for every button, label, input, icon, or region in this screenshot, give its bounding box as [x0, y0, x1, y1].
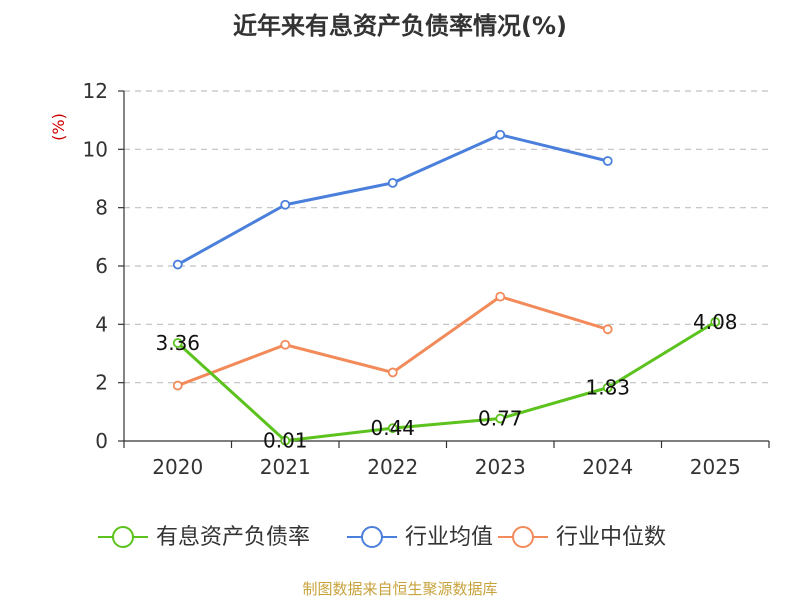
data-point [602, 382, 613, 393]
y-axis-unit: (%) [49, 113, 68, 141]
legend-label: 有息资产负债率 [156, 525, 310, 550]
data-point [602, 324, 613, 335]
legend-label: 行业中位数 [556, 525, 666, 550]
x-tick-label: 2020 [152, 455, 203, 479]
x-tick-label: 2025 [690, 455, 741, 479]
data-label: 1.83 [585, 376, 630, 400]
data-point [495, 291, 506, 302]
data-label: 4.08 [693, 310, 738, 334]
y-tick-label: 8 [95, 196, 108, 220]
legend-item-0[interactable]: 有息资产负债率 [98, 525, 310, 550]
x-tick-label: 2021 [260, 455, 311, 479]
series-line-1 [177, 133, 609, 266]
y-tick-label: 4 [95, 312, 108, 336]
data-point [602, 156, 613, 166]
data-point [710, 317, 721, 327]
axes: 0 2 4 6 8 10 12 2020 2021 2022 2023 2024 2025 [83, 79, 770, 479]
data-point [172, 380, 183, 391]
legend-marker [112, 526, 134, 548]
data-label: 0.44 [370, 416, 415, 440]
grid-lines [124, 90, 769, 384]
data-point [172, 259, 183, 270]
series-lines [172, 129, 721, 446]
y-tick-label: 0 [95, 429, 108, 453]
y-tick-label: 2 [95, 371, 108, 395]
series-line-0 [176, 320, 717, 443]
legend-marker [512, 526, 534, 548]
legend-item-1[interactable]: 行业均值 [347, 525, 493, 550]
legend-item-2[interactable]: 行业中位数 [498, 525, 666, 550]
y-tick-label: 10 [83, 137, 108, 161]
data-point [495, 129, 506, 140]
source-note: 制图数据来自恒生聚源数据库 [302, 580, 498, 598]
data-point [280, 199, 291, 210]
legend-marker [361, 526, 383, 548]
y-tick-label: 6 [95, 254, 108, 278]
data-point [387, 177, 398, 188]
data-label: 0.01 [263, 429, 308, 453]
data-label: 0.77 [478, 407, 523, 431]
chart-title: 近年来有息资产负债率情况(%) [233, 12, 567, 40]
data-point [387, 367, 398, 378]
data-point [280, 435, 291, 446]
data-point [387, 423, 398, 434]
legend[interactable]: 有息资产负债率 行业均值 行业中位数 [98, 525, 666, 550]
data-labels: 3.36 0.01 0.44 0.77 1.83 4.08 [155, 310, 737, 453]
y-tick-label: 12 [83, 79, 108, 103]
data-label: 3.36 [155, 331, 200, 355]
x-tick-label: 2024 [582, 455, 633, 479]
legend-label: 行业均值 [405, 525, 493, 550]
x-tick-label: 2023 [475, 455, 526, 479]
x-tick-label: 2022 [367, 455, 418, 479]
data-point [172, 338, 183, 348]
data-point [280, 339, 291, 350]
data-point [495, 413, 506, 424]
